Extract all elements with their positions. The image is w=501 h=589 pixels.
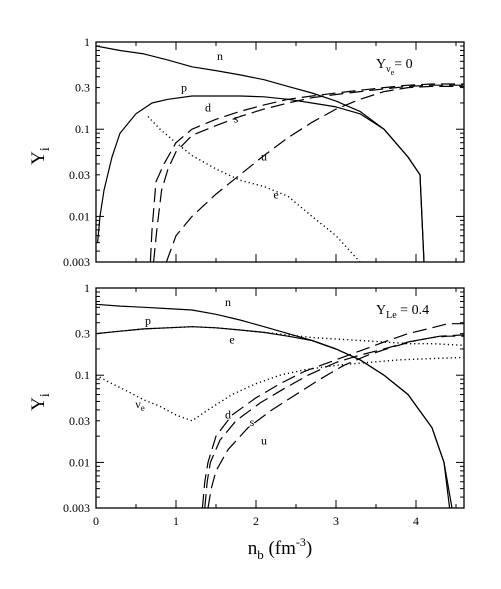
curve-label: u bbox=[261, 434, 267, 448]
series-group bbox=[96, 303, 464, 508]
series-group bbox=[96, 45, 464, 262]
curve-label: s bbox=[234, 111, 239, 125]
y-tick-label: 0.03 bbox=[69, 414, 90, 428]
panel-annotation: YLe = 0.4 bbox=[376, 303, 429, 321]
series-line-d bbox=[201, 323, 464, 508]
y-tick-label: 0.003 bbox=[63, 501, 90, 515]
curve-label: d bbox=[225, 407, 231, 421]
plot-frame bbox=[95, 41, 465, 263]
series-line-s bbox=[153, 84, 464, 262]
curve-label: p bbox=[145, 314, 151, 328]
x-tick-label: 4 bbox=[413, 514, 419, 528]
plot-frame bbox=[95, 287, 465, 509]
curve-label: s bbox=[250, 415, 255, 429]
y-tick-label: 0.1 bbox=[75, 122, 90, 136]
series-line-p bbox=[97, 95, 425, 262]
curve-label: e bbox=[273, 188, 278, 202]
y-axis-title: Yi bbox=[28, 393, 53, 411]
y-tick-label: 0.1 bbox=[75, 368, 90, 382]
y-tick-label: 0.3 bbox=[75, 327, 90, 341]
curve-label: n bbox=[217, 49, 223, 63]
y-axis-title: Yi bbox=[28, 147, 53, 165]
x-tick-label: 1 bbox=[173, 514, 179, 528]
y-tick-label: 0.01 bbox=[69, 209, 90, 223]
curve-label: n bbox=[225, 295, 231, 309]
panel-annotation: Yνe= 0 bbox=[376, 57, 413, 77]
curve-label: e bbox=[229, 333, 234, 347]
y-tick-label: 0.01 bbox=[69, 455, 90, 469]
curve-label: νe bbox=[135, 397, 144, 413]
x-tick-label: 0 bbox=[93, 514, 99, 528]
y-tick-label: 1 bbox=[84, 281, 90, 295]
y-tick-label: 1 bbox=[84, 35, 90, 49]
panel-top: 1 0.3 0.1 0.03 0.01 0.003 n p d s u e Yi Yνe= 0 bbox=[28, 35, 465, 269]
y-tick-label: 0.3 bbox=[75, 81, 90, 95]
series-line-p bbox=[96, 326, 451, 508]
series-line-u bbox=[165, 85, 464, 262]
x-axis-title: nb (fm-3) bbox=[248, 535, 313, 562]
curve-label: d bbox=[205, 100, 211, 114]
curve-label: u bbox=[261, 149, 267, 163]
series-line-u bbox=[207, 334, 464, 508]
y-tick-label: 0.03 bbox=[69, 168, 90, 182]
series-line-d bbox=[149, 83, 464, 262]
curve-label: p bbox=[181, 81, 187, 95]
x-tick-label: 3 bbox=[333, 514, 339, 528]
x-tick-label: 2 bbox=[253, 514, 259, 528]
y-tick-label: 0.003 bbox=[63, 255, 90, 269]
